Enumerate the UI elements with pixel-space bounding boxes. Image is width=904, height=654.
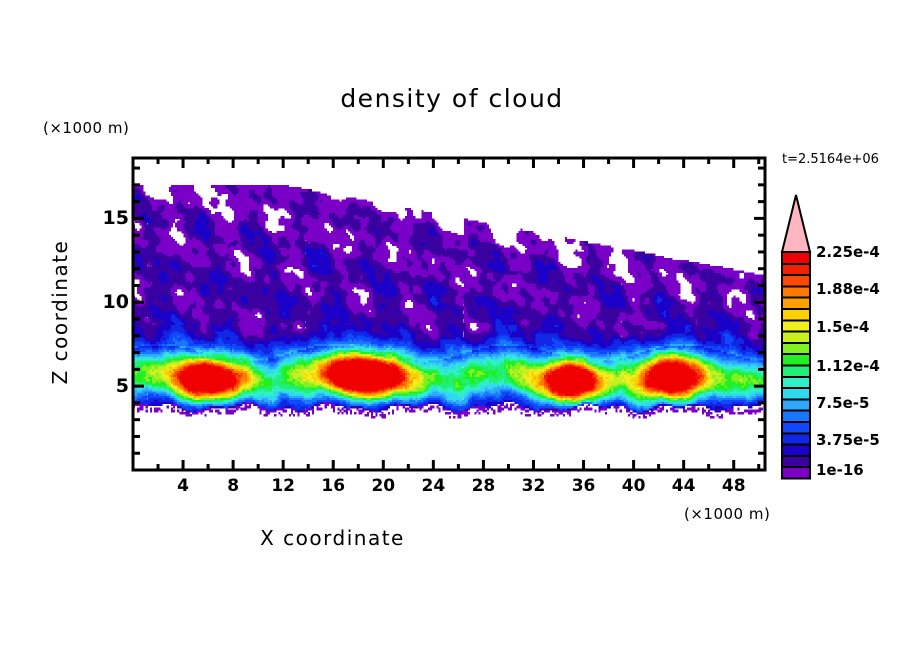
- colorbar-label: 1.12e-4: [816, 356, 880, 375]
- x-tick-label: 40: [621, 476, 646, 496]
- x-tick-label: 16: [321, 476, 346, 496]
- colorbar-label: 7.5e-5: [816, 393, 870, 412]
- colorbar-label: 1.5e-4: [816, 318, 870, 337]
- x-tick-label: 36: [571, 476, 596, 496]
- x-tick-label: 8: [227, 476, 240, 496]
- x-tick-label: 48: [721, 476, 746, 496]
- y-axis-unit-label: (×1000 m): [43, 119, 130, 137]
- page-title: density of cloud: [340, 84, 564, 113]
- x-tick-label: 32: [521, 476, 546, 496]
- contour-field: [133, 185, 765, 419]
- colorbar-label: 2.25e-4: [816, 243, 880, 261]
- y-tick-label: 15: [102, 207, 129, 230]
- y-tick-label: 10: [102, 291, 129, 314]
- x-tick-label: 12: [271, 476, 295, 496]
- x-tick-label: 20: [371, 476, 396, 496]
- x-axis-title: X coordinate: [260, 526, 405, 550]
- x-tick-label: 4: [177, 476, 189, 496]
- plot-frame: [131, 156, 767, 472]
- colorbar-label: 1e-16: [816, 461, 864, 479]
- x-tick-label: 44: [671, 476, 696, 496]
- x-tick-label: 24: [421, 476, 446, 496]
- colorbar: [780, 194, 812, 480]
- x-axis-unit-label: (×1000 m): [684, 505, 771, 523]
- colorbar-label: 1.88e-4: [816, 280, 880, 299]
- colorbar-label: 3.75e-5: [816, 431, 880, 450]
- timestamp-annotation: t=2.5164e+06: [782, 152, 879, 167]
- y-tick-label: 5: [115, 375, 129, 398]
- x-tick-label: 28: [471, 476, 496, 496]
